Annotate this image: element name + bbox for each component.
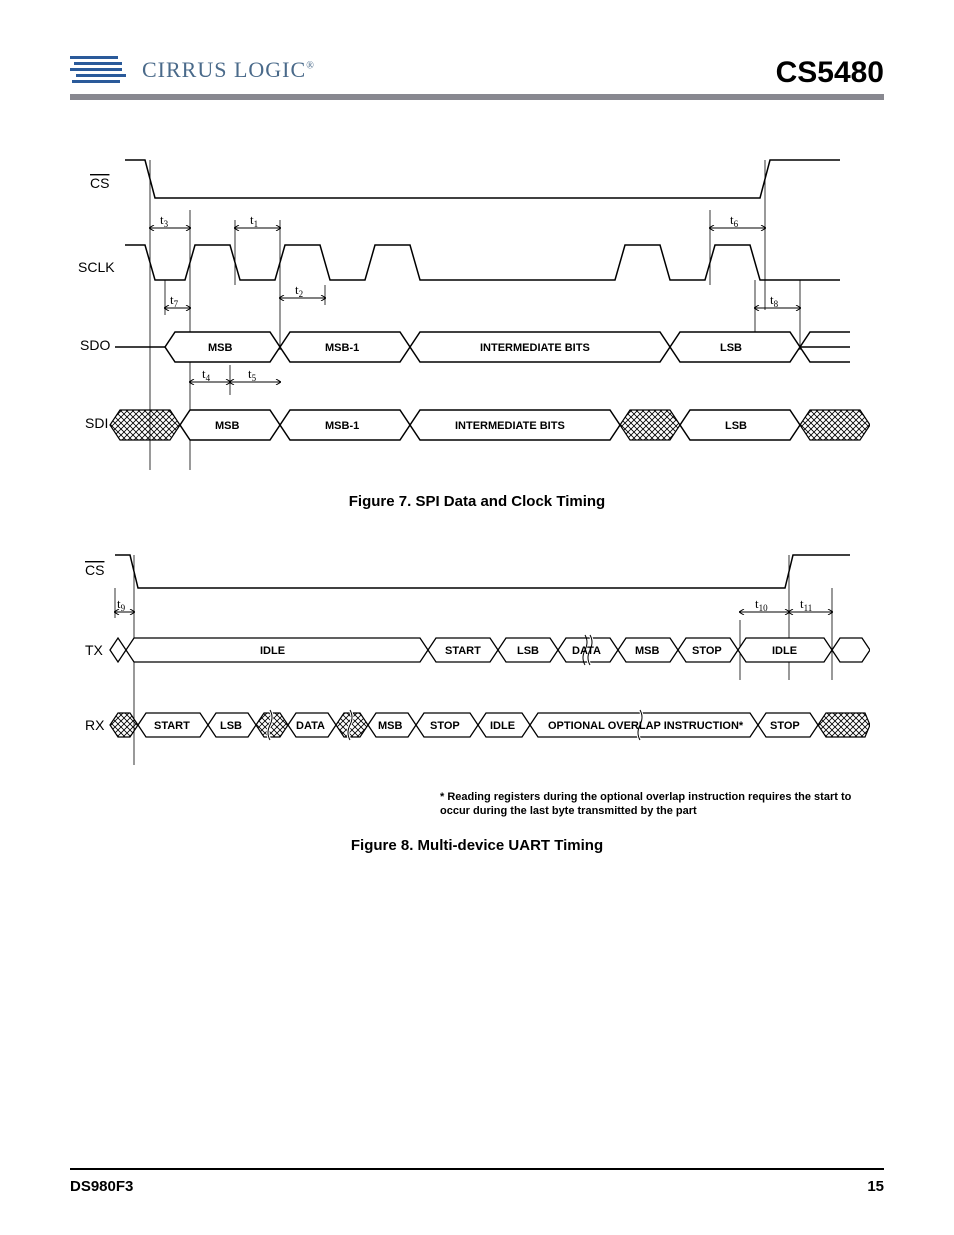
svg-text:DATA: DATA [572,645,601,657]
logo-icon [70,50,140,90]
svg-text:t7: t7 [170,292,179,309]
company-logo: CIRRUS LOGIC® [70,50,315,90]
svg-text:RX: RX [85,717,105,733]
svg-text:t3: t3 [160,212,169,229]
svg-text:STOP: STOP [430,720,460,732]
svg-text:MSB: MSB [208,342,233,354]
figure-8: CS t9 t10 t11 TX [70,550,884,854]
svg-text:SDO: SDO [80,337,110,353]
svg-text:SCLK: SCLK [78,259,115,275]
svg-text:LSB: LSB [720,342,742,354]
figure-8-caption: Figure 8. Multi-device UART Timing [70,837,884,854]
svg-text:MSB: MSB [635,645,660,657]
svg-text:CS: CS [90,175,109,191]
svg-text:LSB: LSB [725,420,747,432]
figure-7: CS t3 SCLK t1 t6 t2 [70,150,884,510]
svg-text:OPTIONAL OVERLAP INSTRUCTION*: OPTIONAL OVERLAP INSTRUCTION* [548,720,744,732]
svg-text:t6: t6 [730,212,739,229]
svg-text:t11: t11 [800,596,812,613]
svg-text:STOP: STOP [692,645,722,657]
svg-text:MSB-1: MSB-1 [325,342,359,354]
doc-id: DS980F3 [70,1178,133,1195]
svg-text:SDI: SDI [85,415,108,431]
svg-text:t5: t5 [248,366,257,383]
part-number: CS5480 [776,56,884,90]
svg-text:IDLE: IDLE [772,645,797,657]
svg-text:MSB: MSB [378,720,403,732]
page-header: CIRRUS LOGIC® CS5480 [70,50,884,90]
figure-7-caption: Figure 7. SPI Data and Clock Timing [70,493,884,510]
svg-text:IDLE: IDLE [260,645,285,657]
svg-text:t1: t1 [250,212,258,229]
page-footer: DS980F3 15 [70,1168,884,1195]
svg-text:t4: t4 [202,366,211,383]
svg-text:LSB: LSB [220,720,242,732]
svg-text:INTERMEDIATE BITS: INTERMEDIATE BITS [455,420,565,432]
svg-text:CS: CS [85,562,104,578]
page-number: 15 [867,1178,884,1195]
svg-text:LSB: LSB [517,645,539,657]
svg-text:STOP: STOP [770,720,800,732]
svg-text:TX: TX [85,642,104,658]
svg-text:START: START [445,645,481,657]
company-name: CIRRUS LOGIC® [142,57,315,83]
svg-text:DATA: DATA [296,720,325,732]
svg-text:IDLE: IDLE [490,720,515,732]
svg-text:t10: t10 [755,596,768,613]
svg-text:MSB-1: MSB-1 [325,420,359,432]
svg-text:START: START [154,720,190,732]
svg-text:INTERMEDIATE BITS: INTERMEDIATE BITS [480,342,590,354]
header-rule [70,94,884,100]
svg-text:t9: t9 [117,596,126,613]
svg-text:t2: t2 [295,282,303,299]
svg-text:MSB: MSB [215,420,240,432]
figure-8-footnote: * Reading registers during the optional … [440,791,884,819]
svg-text:t8: t8 [770,292,779,309]
